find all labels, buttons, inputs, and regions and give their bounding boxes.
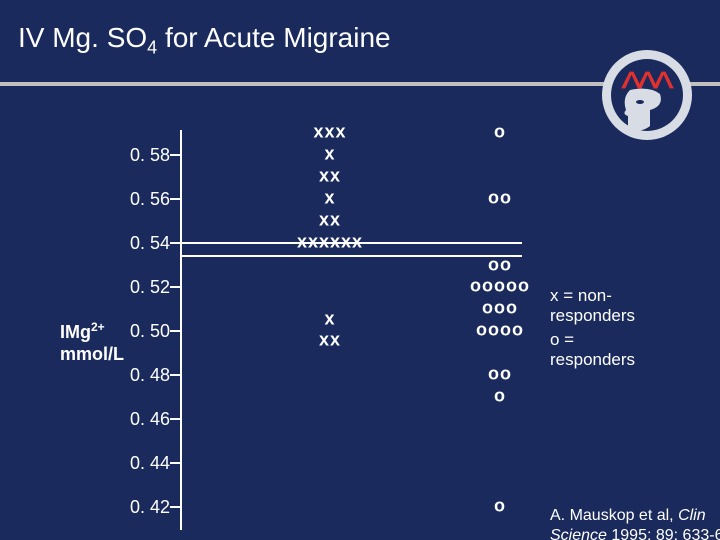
y-axis-title: IMg2+mmol/L (60, 320, 124, 365)
y-tick-label: 0. 52 (120, 277, 170, 298)
slide: IV Mg. SO4 for Acute Migraine ᐱᐱᐱ IMg2+m… (0, 0, 720, 540)
nonresponder-marks: x (250, 144, 410, 165)
y-tick (170, 242, 182, 244)
y-tick-label: 0. 50 (120, 321, 170, 342)
responder-marks: o (420, 386, 580, 407)
y-tick (170, 198, 182, 200)
nonresponder-marks: x (250, 309, 410, 330)
y-tick (170, 330, 182, 332)
y-tick-label: 0. 58 (120, 145, 170, 166)
y-tick (170, 462, 182, 464)
y-tick-label: 0. 56 (120, 189, 170, 210)
slide-title: IV Mg. SO4 for Acute Migraine (18, 22, 391, 59)
y-tick-label: 0. 54 (120, 233, 170, 254)
nonresponder-marks: xx (250, 166, 410, 187)
face-icon (620, 88, 674, 132)
nonresponder-marks: x (250, 188, 410, 209)
legend-responders: o = responders (550, 330, 635, 370)
legend-nonresponders: x = non-responders (550, 286, 635, 326)
y-tick-label: 0. 48 (120, 365, 170, 386)
chart: IMg2+mmol/L 0. 58 0. 56 0. 54 0. 52 0. 50 0. … (60, 130, 620, 530)
nonresponder-marks: xxxxxx (250, 232, 410, 253)
nonresponder-marks: xx (250, 330, 410, 351)
y-tick-label: 0. 42 (120, 497, 170, 518)
y-tick (170, 286, 182, 288)
responder-marks: oo (420, 188, 580, 209)
nonresponder-marks: xx (250, 210, 410, 231)
y-tick (170, 506, 182, 508)
citation: A. Mauskop et al, Clin Science 1995; 89:… (550, 506, 720, 540)
responder-marks: oo (420, 255, 580, 276)
y-tick-label: 0. 44 (120, 453, 170, 474)
y-tick (170, 418, 182, 420)
y-tick-label: 0. 46 (120, 409, 170, 430)
y-tick (170, 374, 182, 376)
y-tick (170, 154, 182, 156)
nonresponder-marks: xxx (250, 122, 410, 143)
responder-marks: o (420, 122, 580, 143)
logo: ᐱᐱᐱ (602, 50, 692, 140)
